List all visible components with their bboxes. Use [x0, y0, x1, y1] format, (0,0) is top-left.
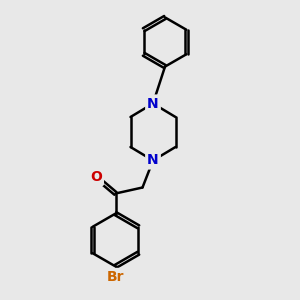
Text: N: N: [147, 154, 159, 167]
Text: Br: Br: [107, 270, 124, 284]
Text: N: N: [147, 97, 159, 110]
Text: O: O: [90, 170, 102, 184]
